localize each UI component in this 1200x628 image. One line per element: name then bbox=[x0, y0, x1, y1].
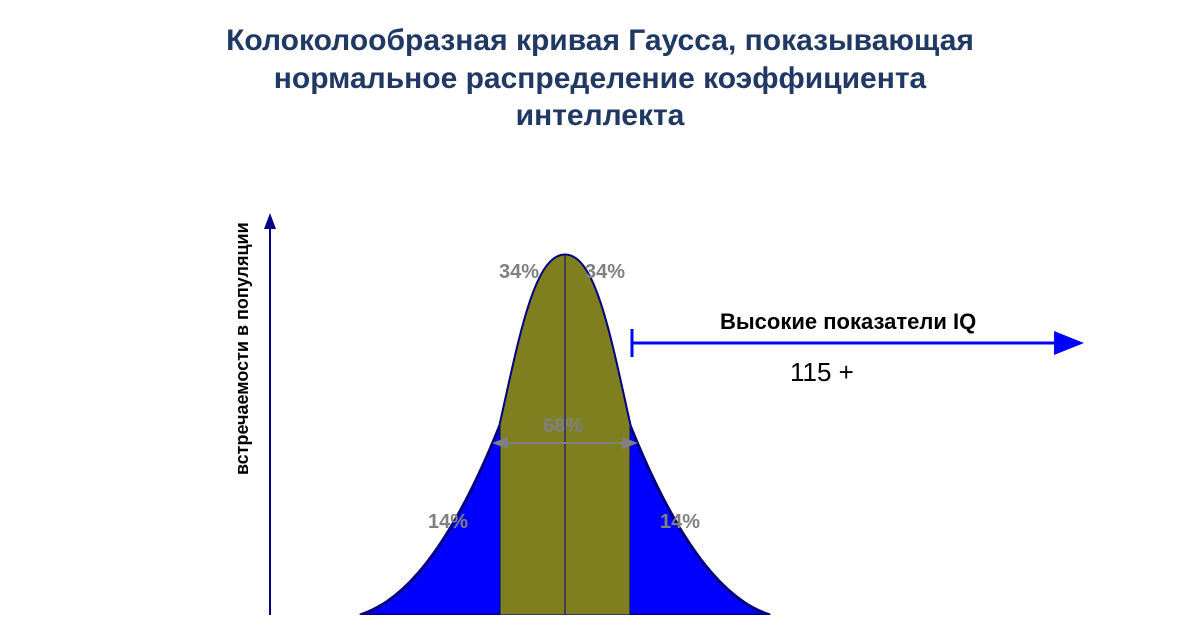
title-line-3: интеллекта bbox=[60, 97, 1140, 135]
percent-label-14-left: 14% bbox=[428, 511, 468, 534]
percent-label-34-right: 34% bbox=[585, 261, 625, 284]
high-iq-value: 115 + bbox=[790, 357, 854, 388]
center-span-label: 68% bbox=[543, 415, 583, 438]
bell-curve-chart: встречаемости в популяции 34% 34% 14% 14… bbox=[0, 175, 1200, 615]
title-line-2: нормальное распределение коэффициента bbox=[60, 60, 1140, 98]
y-axis-label: встречаемости в популяции bbox=[232, 222, 253, 475]
title-line-1: Колоколообразная кривая Гаусса, показыва… bbox=[60, 22, 1140, 60]
percent-label-34-left: 34% bbox=[499, 261, 539, 284]
chart-svg bbox=[0, 175, 1200, 615]
high-iq-label: Высокие показатели IQ bbox=[720, 309, 976, 335]
page-title: Колоколообразная кривая Гаусса, показыва… bbox=[0, 0, 1200, 135]
percent-label-14-right: 14% bbox=[660, 511, 700, 534]
